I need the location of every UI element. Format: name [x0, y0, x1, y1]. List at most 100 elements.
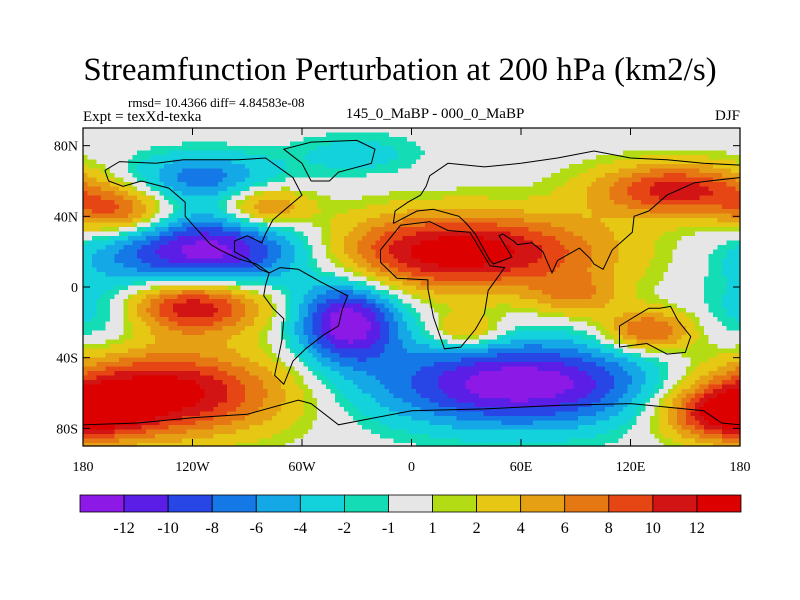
field-cell	[636, 168, 642, 174]
field-cell	[632, 240, 638, 246]
field-cell	[420, 276, 426, 282]
field-cell	[515, 209, 521, 215]
field-cell	[515, 218, 521, 224]
field-cell	[663, 191, 669, 197]
field-cell	[515, 240, 521, 246]
field-cell	[654, 204, 660, 210]
field-cell	[704, 177, 710, 183]
field-cell	[519, 168, 525, 174]
field-cell	[263, 195, 269, 201]
field-cell	[168, 258, 174, 264]
field-cell	[384, 258, 390, 264]
field-cell	[632, 254, 638, 260]
field-cell	[164, 258, 170, 264]
field-cell	[609, 132, 615, 138]
field-cell	[236, 254, 242, 260]
field-cell	[501, 204, 507, 210]
field-cell	[641, 222, 647, 228]
field-cell	[465, 267, 471, 273]
field-cell	[371, 177, 377, 183]
field-cell	[92, 245, 98, 251]
field-cell	[326, 141, 332, 147]
field-cell	[321, 231, 327, 237]
field-cell	[362, 258, 368, 264]
field-cell	[618, 209, 624, 215]
field-cell	[573, 276, 579, 282]
field-cell	[632, 173, 638, 179]
field-cell	[132, 186, 138, 192]
field-cell	[587, 146, 593, 152]
field-cell	[461, 263, 467, 269]
field-cell	[501, 137, 507, 143]
field-cell	[551, 263, 557, 269]
field-cell	[285, 132, 291, 138]
field-cell	[141, 141, 147, 147]
field-cell	[299, 240, 305, 246]
field-cell	[96, 236, 102, 242]
field-cell	[182, 173, 188, 179]
field-cell	[573, 200, 579, 206]
field-cell	[722, 258, 728, 264]
field-cell	[276, 272, 282, 278]
field-cell	[672, 195, 678, 201]
field-cell	[393, 168, 399, 174]
field-cell	[384, 236, 390, 242]
field-cell	[546, 177, 552, 183]
field-cell	[618, 132, 624, 138]
field-cell	[159, 281, 165, 287]
field-cell	[609, 254, 615, 260]
field-cell	[321, 218, 327, 224]
field-cell	[402, 186, 408, 192]
field-cell	[150, 258, 156, 264]
field-cell	[591, 168, 597, 174]
field-cell	[231, 209, 237, 215]
field-cell	[596, 213, 602, 219]
field-cell	[582, 276, 588, 282]
field-cell	[177, 200, 183, 206]
field-cell	[537, 213, 543, 219]
field-cell	[618, 173, 624, 179]
field-cell	[137, 128, 143, 134]
field-cell	[132, 155, 138, 161]
field-cell	[402, 177, 408, 183]
field-cell	[290, 159, 296, 165]
field-cell	[600, 159, 606, 165]
field-cell	[470, 146, 476, 152]
field-cell	[470, 245, 476, 251]
field-cell	[150, 236, 156, 242]
field-cell	[618, 150, 624, 156]
field-cell	[551, 191, 557, 197]
field-cell	[384, 227, 390, 233]
field-cell	[510, 137, 516, 143]
field-cell	[708, 155, 714, 161]
field-cell	[636, 195, 642, 201]
field-cell	[110, 218, 116, 224]
field-cell	[614, 146, 620, 152]
field-cell	[159, 240, 165, 246]
field-cell	[596, 146, 602, 152]
field-cell	[123, 164, 129, 170]
field-cell	[299, 263, 305, 269]
field-cell	[348, 258, 354, 264]
field-cell	[209, 191, 215, 197]
difference-label: 145_0_MaBP - 000_0_MaBP	[345, 106, 525, 122]
field-cell	[717, 236, 723, 242]
field-cell	[546, 200, 552, 206]
field-cell	[587, 132, 593, 138]
field-cell	[663, 173, 669, 179]
field-cell	[609, 141, 615, 147]
field-cell	[519, 236, 525, 242]
field-cell	[546, 186, 552, 192]
field-cell	[681, 186, 687, 192]
field-cell	[137, 141, 143, 147]
field-cell	[618, 128, 624, 134]
field-cell	[371, 240, 377, 246]
field-cell	[699, 155, 705, 161]
field-cell	[425, 276, 431, 282]
field-cell	[573, 204, 579, 210]
field-cell	[569, 159, 575, 165]
field-cell	[515, 182, 521, 188]
field-cell	[699, 168, 705, 174]
field-cell	[263, 213, 269, 219]
field-cell	[339, 267, 345, 273]
